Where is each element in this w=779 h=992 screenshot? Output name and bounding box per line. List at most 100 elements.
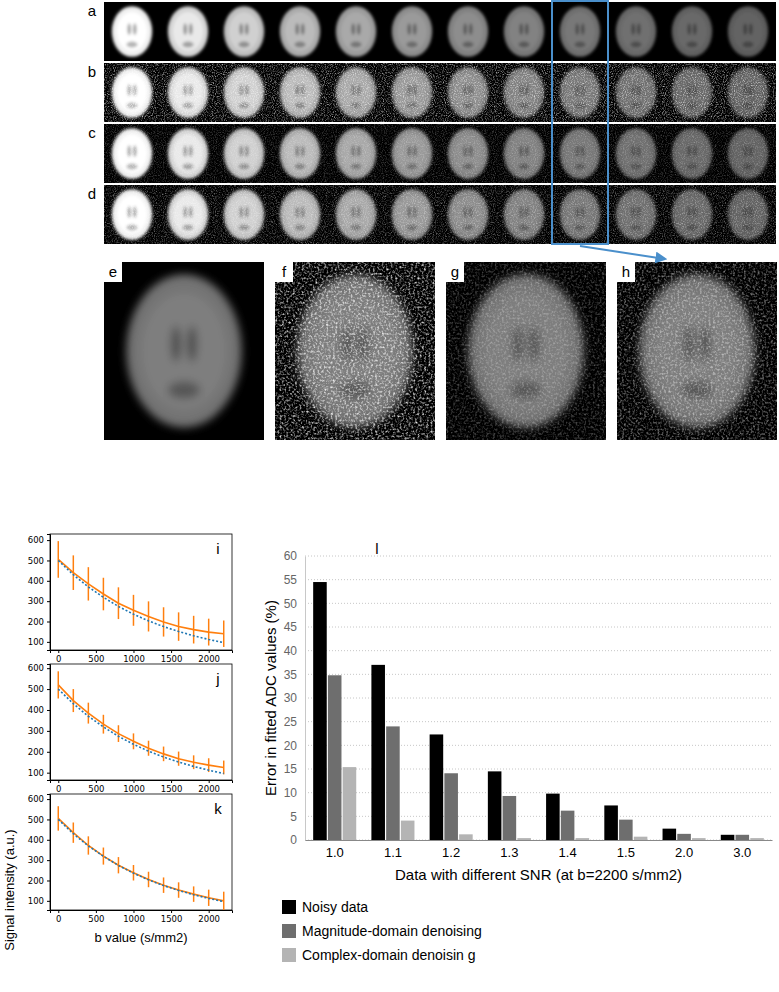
brain xyxy=(728,6,768,57)
y-tick-mark xyxy=(47,880,50,881)
bar xyxy=(386,726,400,840)
image-cell xyxy=(328,63,384,122)
error-bar xyxy=(223,620,225,646)
y-tick-mark xyxy=(47,731,50,732)
x-tick-mark xyxy=(133,780,134,783)
y-tick-label: 60 xyxy=(284,549,298,563)
image-noise xyxy=(496,63,552,122)
image-cell xyxy=(272,63,328,122)
legend: Noisy dataMagnitude-domain denoisingComp… xyxy=(282,899,482,963)
y-tick: 600 xyxy=(28,535,50,545)
y-tick: 200 xyxy=(28,747,50,757)
image-cell xyxy=(608,63,664,122)
image-cell xyxy=(552,185,608,244)
x-axis: 1.01.11.21.31.41.52.03.0 xyxy=(306,840,773,860)
y-tick-mark xyxy=(47,668,50,669)
error-bar xyxy=(178,752,180,766)
x-tick-label: 500 xyxy=(88,654,104,664)
bar xyxy=(503,796,517,840)
x-tick: 1.2 xyxy=(442,840,460,860)
bar xyxy=(517,838,531,840)
brain xyxy=(392,6,432,57)
x-tick-mark xyxy=(58,650,59,653)
y-tick: 400 xyxy=(28,576,50,586)
image-noise xyxy=(272,124,328,183)
image-cell xyxy=(664,124,720,183)
image-cell xyxy=(384,63,440,122)
x-tick: 500 xyxy=(88,780,104,794)
y-tick-label: 600 xyxy=(28,794,44,804)
error-bar xyxy=(163,747,165,762)
brain xyxy=(126,274,241,427)
x-tick-label: 1.3 xyxy=(500,845,518,860)
y-axis: 100200300400500600 xyxy=(28,794,51,910)
image-noise xyxy=(328,185,384,244)
y-tick-label: 0 xyxy=(290,833,297,847)
y-tick-label: 500 xyxy=(28,556,44,566)
y-tick: 100 xyxy=(28,637,50,647)
y-tick-mark xyxy=(47,752,50,753)
y-tick: 400 xyxy=(28,705,50,715)
y-tick-label: 20 xyxy=(284,739,298,753)
image-cell xyxy=(608,2,664,61)
y-tick: 300 xyxy=(28,855,50,865)
image-background xyxy=(552,63,608,122)
image-noise xyxy=(608,185,664,244)
y-tick-label: 30 xyxy=(284,691,298,705)
y-tick: 55 xyxy=(284,573,305,587)
image-background xyxy=(104,2,160,61)
y-tick-label: 5 xyxy=(290,810,297,824)
y-tick-label: 100 xyxy=(28,896,44,906)
y-tick: 20 xyxy=(284,739,305,753)
y-tick-mark xyxy=(47,710,50,711)
image-background xyxy=(384,185,440,244)
image-cell xyxy=(440,185,496,244)
image-cell xyxy=(104,124,160,183)
image-noise xyxy=(216,124,272,183)
image-cell xyxy=(552,124,608,183)
image-cell xyxy=(104,185,160,244)
image-cell xyxy=(328,124,384,183)
y-tick-label: 100 xyxy=(28,637,44,647)
y-tick-mark xyxy=(47,773,50,774)
error-bar xyxy=(103,578,105,611)
panel-label: d xyxy=(88,185,96,202)
image-background xyxy=(496,124,552,183)
y-tick-label: 400 xyxy=(28,576,44,586)
plot-area xyxy=(58,806,223,910)
image-background xyxy=(216,2,272,61)
y-tick-label: 200 xyxy=(28,617,44,627)
image-cell xyxy=(104,63,160,122)
image-background xyxy=(328,2,384,61)
plot-frame xyxy=(50,664,232,780)
y-tick: 35 xyxy=(284,668,305,682)
x-tick: 0 xyxy=(56,910,61,924)
x-tick: 500 xyxy=(88,910,104,924)
image-background xyxy=(216,63,272,122)
image-noise xyxy=(216,63,272,122)
image-noise xyxy=(496,124,552,183)
y-tick-label: 500 xyxy=(28,684,44,694)
x-tick: 1000 xyxy=(123,910,145,924)
zoom-image xyxy=(446,262,606,440)
image-cell xyxy=(384,185,440,244)
legend-label: Noisy data xyxy=(302,899,368,915)
y-axis-line xyxy=(305,557,306,841)
image-cell xyxy=(664,185,720,244)
series-line xyxy=(58,559,223,633)
x-tick-mark xyxy=(171,780,172,783)
image-background xyxy=(440,124,496,183)
series-line xyxy=(58,685,223,768)
error-bar xyxy=(133,595,135,626)
x-tick: 2.0 xyxy=(675,840,693,860)
panel-label: b xyxy=(88,63,96,80)
x-tick-mark xyxy=(96,650,97,653)
image-background xyxy=(104,124,160,183)
grid xyxy=(305,556,772,840)
image-noise xyxy=(720,63,776,122)
error-bar xyxy=(148,741,150,756)
grid-line xyxy=(305,650,772,651)
series-line xyxy=(58,818,223,900)
plot-frame xyxy=(50,794,232,910)
brain xyxy=(336,6,376,57)
